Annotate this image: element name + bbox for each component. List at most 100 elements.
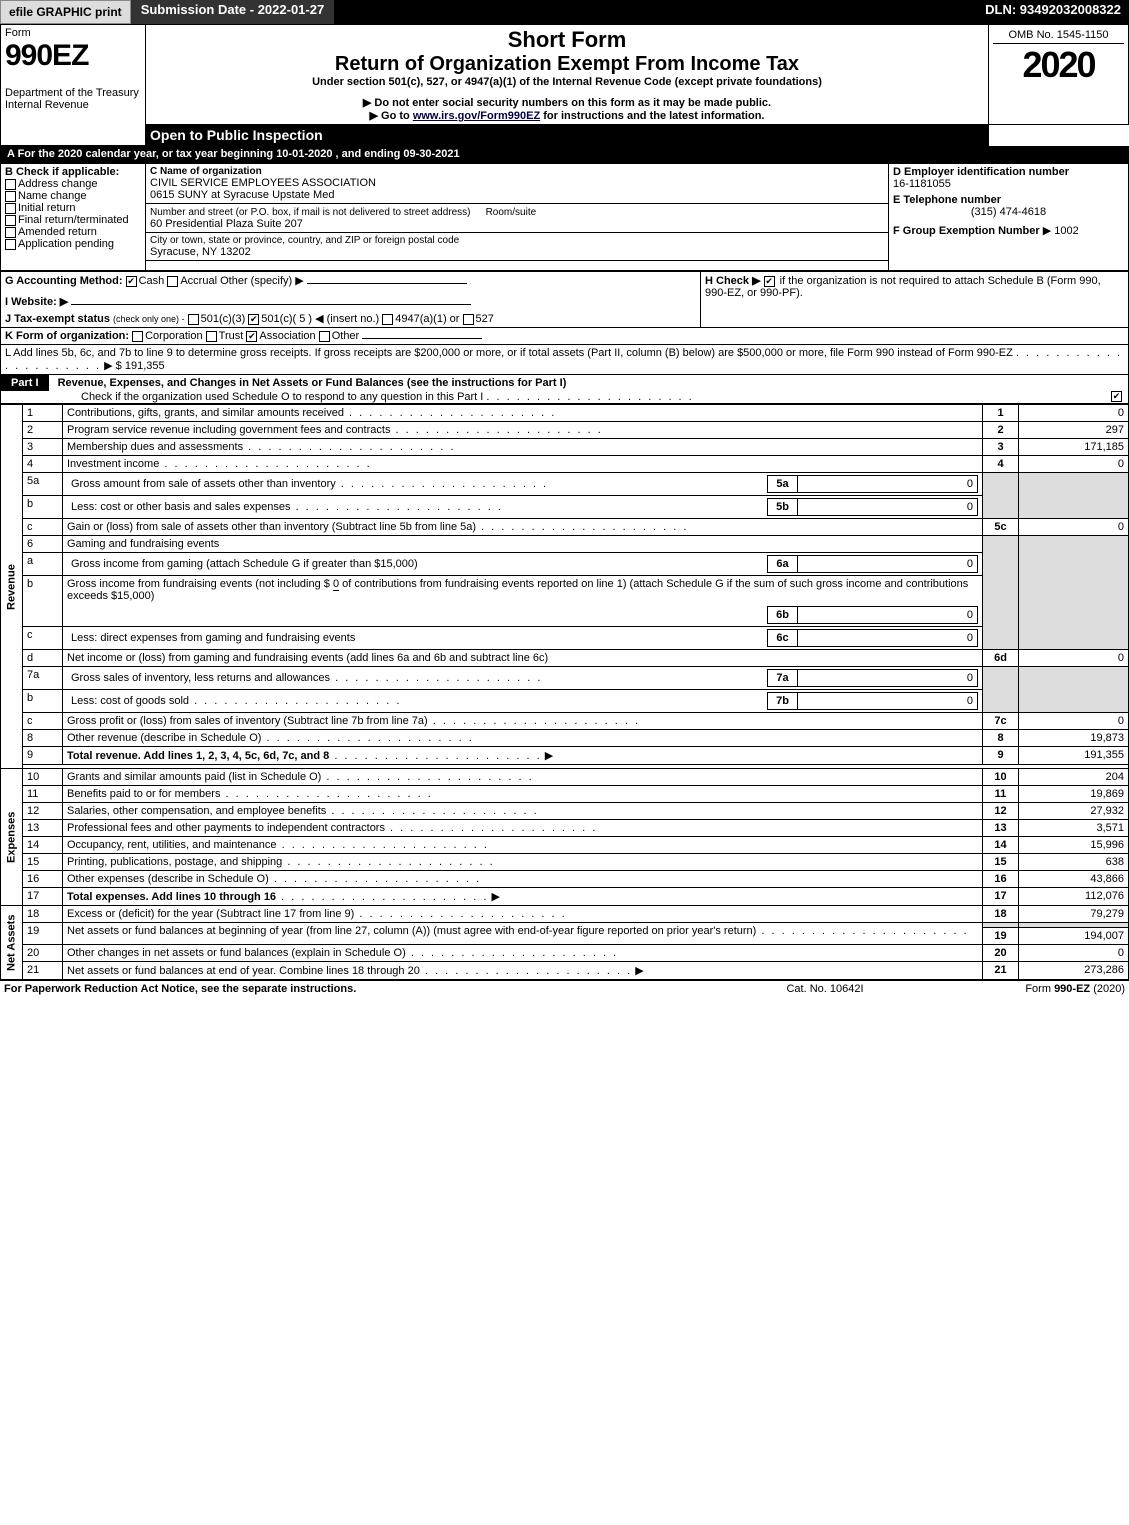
- line-text: Total expenses. Add lines 10 through 16: [67, 891, 276, 903]
- checkbox-name-change[interactable]: Name change: [5, 190, 141, 202]
- line-value: 79,279: [1019, 906, 1129, 923]
- line-num: c: [23, 713, 63, 730]
- line-ref: 4: [983, 456, 1019, 473]
- checkbox-4947[interactable]: [382, 314, 393, 325]
- line-text: Gross sales of inventory, less returns a…: [71, 672, 330, 684]
- contrib-amount: 0: [333, 578, 339, 591]
- line-num: 19: [23, 923, 63, 945]
- shaded-cell: [1019, 667, 1129, 713]
- line-num: 9: [23, 747, 63, 765]
- checkbox-trust[interactable]: [206, 331, 217, 342]
- side-label-netassets: Net Assets: [1, 906, 23, 980]
- checkbox-accrual[interactable]: [167, 276, 178, 287]
- sub-value: 0: [798, 630, 978, 647]
- cb-label: Application pending: [18, 238, 114, 250]
- gross-receipts-amount: $ 191,355: [116, 360, 165, 372]
- dots-fill: [486, 391, 693, 403]
- city-state-zip: Syracuse, NY 13202: [150, 246, 884, 258]
- checkbox-corporation[interactable]: [132, 331, 143, 342]
- part1-title: Revenue, Expenses, and Changes in Net As…: [58, 377, 567, 389]
- line-value: 43,866: [1019, 871, 1129, 888]
- line-ref: 5c: [983, 519, 1019, 536]
- note-goto: ▶ Go to www.irs.gov/Form990EZ for instru…: [150, 109, 984, 122]
- checkbox-501c3[interactable]: [188, 314, 199, 325]
- checkbox-other-org[interactable]: [319, 331, 330, 342]
- line-num: 11: [23, 786, 63, 803]
- line-value: 0: [1019, 405, 1129, 422]
- other-specify-input[interactable]: [307, 283, 467, 284]
- title-short-form: Short Form: [150, 27, 984, 53]
- shaded-cell: [983, 667, 1019, 713]
- checkbox-association[interactable]: [246, 331, 257, 342]
- footer-right-pre: Form: [1025, 983, 1054, 995]
- top-bar: efile GRAPHIC print Submission Date - 20…: [0, 0, 1129, 24]
- checkbox-schedule-o[interactable]: [1111, 391, 1122, 402]
- line-num: 13: [23, 820, 63, 837]
- dots-fill: [220, 788, 432, 800]
- checkbox-address-change[interactable]: Address change: [5, 178, 141, 190]
- accounting-block: G Accounting Method: Cash Accrual Other …: [0, 271, 1129, 328]
- cb-label: Amended return: [18, 226, 97, 238]
- irs-link[interactable]: www.irs.gov/Form990EZ: [413, 110, 540, 122]
- line-num: 10: [23, 769, 63, 786]
- box-h-pre: H Check ▶: [705, 275, 761, 287]
- shaded-cell: [1019, 473, 1129, 519]
- dots-fill: [330, 672, 542, 684]
- checkbox-application-pending[interactable]: Application pending: [5, 238, 141, 250]
- sub-ref: 6c: [768, 630, 798, 647]
- line-ref: 20: [983, 945, 1019, 962]
- line-num: c: [23, 519, 63, 536]
- subtitle-section: Under section 501(c), 527, or 4947(a)(1)…: [150, 76, 984, 88]
- line-ref: 1: [983, 405, 1019, 422]
- checkbox-amended-return[interactable]: Amended return: [5, 226, 141, 238]
- line-text: Gross income from gaming (attach Schedul…: [71, 558, 418, 570]
- line-value: 27,932: [1019, 803, 1129, 820]
- checkbox-527[interactable]: [463, 314, 474, 325]
- line-num: 21: [23, 962, 63, 980]
- part1-badge: Part I: [1, 375, 49, 391]
- dots-fill: [344, 407, 556, 419]
- dots-fill: [329, 750, 541, 762]
- cash-label: Cash: [139, 275, 165, 287]
- line-value: 297: [1019, 422, 1129, 439]
- line-ref: 19: [983, 928, 1019, 945]
- lbl-trust: Trust: [219, 330, 244, 342]
- org-name: CIVIL SERVICE EMPLOYEES ASSOCIATION: [150, 177, 884, 189]
- form-word: Form: [5, 27, 141, 39]
- checkbox-501c[interactable]: [248, 314, 259, 325]
- org-info-block: B Check if applicable: Address change Na…: [0, 163, 1129, 271]
- line-value: 0: [1019, 519, 1129, 536]
- accrual-label: Accrual: [180, 275, 217, 287]
- dln-label: DLN: 93492032008322: [977, 0, 1129, 24]
- part1-header-row: Part I Revenue, Expenses, and Changes in…: [0, 375, 1129, 404]
- website-input[interactable]: [71, 304, 471, 305]
- line-num: b: [23, 690, 63, 713]
- checkbox-schedule-b[interactable]: [764, 276, 775, 287]
- line-num: 2: [23, 422, 63, 439]
- line-text: Total revenue. Add lines 1, 2, 3, 4, 5c,…: [67, 750, 329, 762]
- efile-print-button[interactable]: efile GRAPHIC print: [0, 0, 131, 24]
- line-value: 0: [1019, 456, 1129, 473]
- lbl-4947: 4947(a)(1) or: [395, 313, 459, 325]
- lbl-501c3: 501(c)(3): [201, 313, 246, 325]
- checkbox-cash[interactable]: [126, 276, 137, 287]
- checkbox-final-return[interactable]: Final return/terminated: [5, 214, 141, 226]
- dots-fill: [261, 732, 473, 744]
- line-ref: 2: [983, 422, 1019, 439]
- line-num: 17: [23, 888, 63, 906]
- dots-fill: [282, 856, 494, 868]
- dots-fill: [291, 501, 503, 513]
- dots-fill: [428, 715, 640, 727]
- line-text: Other changes in net assets or fund bala…: [67, 947, 406, 959]
- other-org-input[interactable]: [362, 338, 482, 339]
- side-label-revenue: Revenue: [1, 405, 23, 769]
- line-text: Gross profit or (loss) from sales of inv…: [67, 715, 428, 727]
- footer-right: Form 990-EZ (2020): [925, 983, 1125, 995]
- checkbox-initial-return[interactable]: Initial return: [5, 202, 141, 214]
- sub-ref: 6b: [768, 607, 798, 624]
- dots-fill: [756, 925, 968, 937]
- footer-left: For Paperwork Reduction Act Notice, see …: [4, 983, 725, 995]
- cb-label: Name change: [18, 190, 87, 202]
- form-number: 990EZ: [5, 39, 141, 73]
- line-text: Program service revenue including govern…: [67, 424, 390, 436]
